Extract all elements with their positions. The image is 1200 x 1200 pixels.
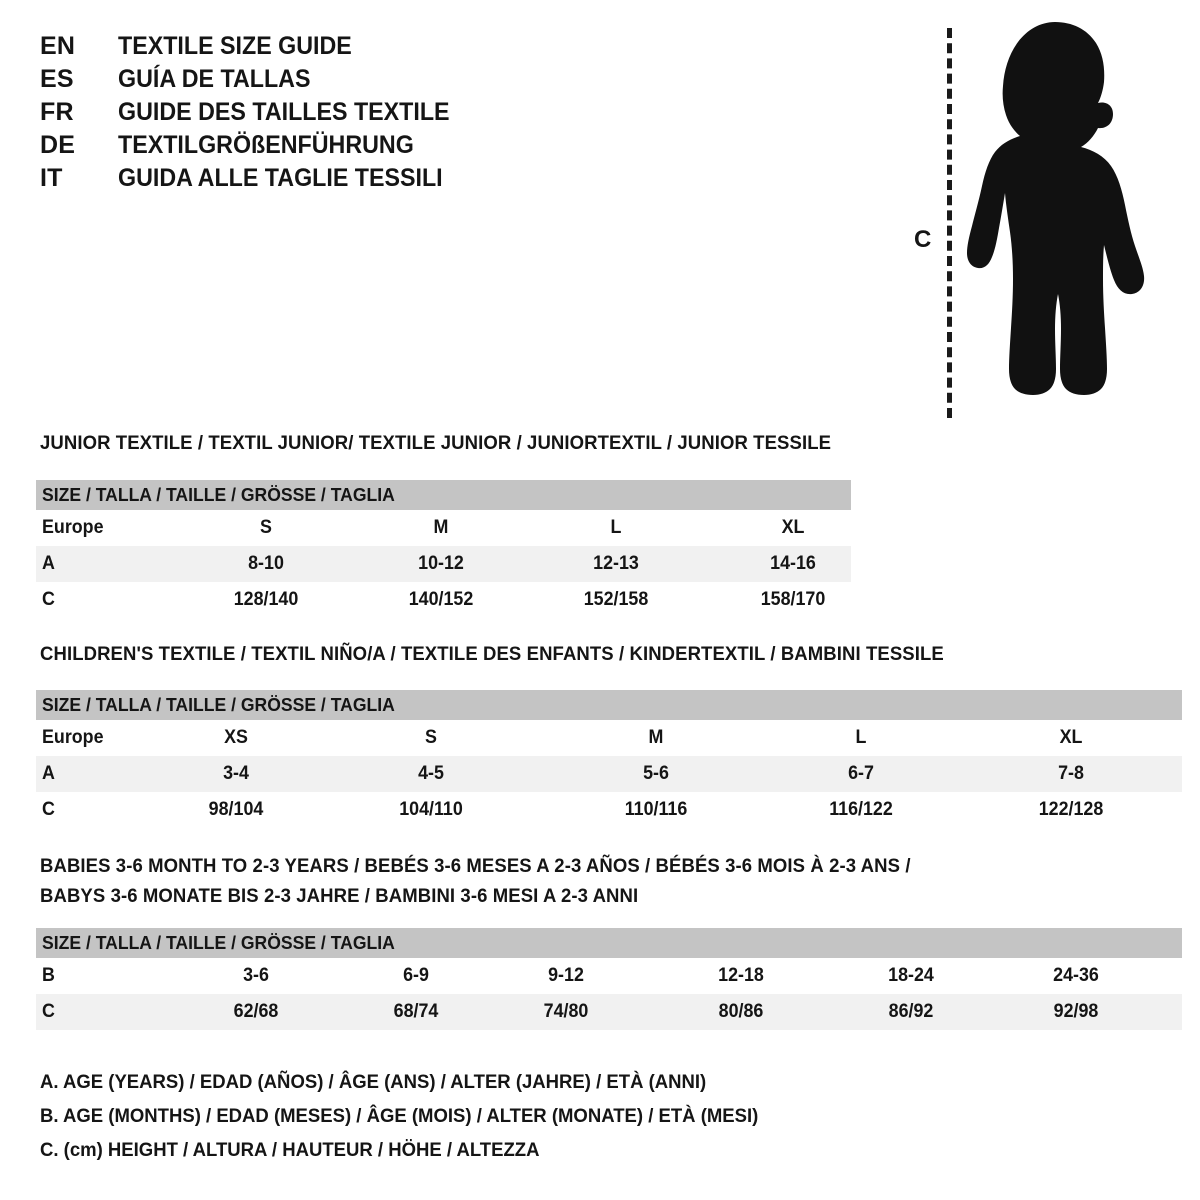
table-junior-col-2: L xyxy=(610,517,622,538)
table-junior-row-a-label: A xyxy=(42,553,55,574)
table-babies-row-c-cell-1: 68/74 xyxy=(393,1001,439,1022)
table-junior-row-c-cell-1: 140/152 xyxy=(408,589,474,610)
table-babies-row-c-cell-5: 92/98 xyxy=(1053,1001,1099,1022)
language-row-de: DE TEXTILGRÖßENFÜHRUNG xyxy=(40,129,900,162)
table-children-row-a: A 3-4 4-5 5-6 6-7 7-8 xyxy=(36,756,1182,792)
language-row-it: IT GUIDA ALLE TAGLIE TESSILI xyxy=(40,162,900,195)
language-code-en: EN xyxy=(40,32,76,60)
guide-title-fr: GUIDE DES TAILLES TEXTILE xyxy=(118,98,450,126)
section-heading-junior: JUNIOR TEXTILE / TEXTIL JUNIOR/ TEXTILE … xyxy=(40,432,832,454)
language-title-block: EN TEXTILE SIZE GUIDE ES GUÍA DE TALLAS … xyxy=(40,30,900,195)
table-junior-col-0: S xyxy=(260,517,272,538)
table-babies-row-c-label: C xyxy=(42,1001,55,1022)
table-babies-row-b-cell-2: 9-12 xyxy=(548,965,584,986)
table-children-header-row: Europe XS S M L XL xyxy=(36,720,1182,756)
table-children-row-c-cell-4: 122/128 xyxy=(1038,799,1104,820)
table-babies-band-label: SIZE / TALLA / TAILLE / GRÖSSE / TAGLIA xyxy=(42,932,395,953)
legend-line-a: A. AGE (YEARS) / EDAD (AÑOS) / ÂGE (ANS)… xyxy=(40,1071,707,1093)
table-children-row-a-cell-0: 3-4 xyxy=(223,763,249,784)
guide-title-de: TEXTILGRÖßENFÜHRUNG xyxy=(118,131,414,159)
table-junior-col-1: M xyxy=(433,517,449,538)
table-junior-col-3: XL xyxy=(781,517,805,538)
guide-title-it: GUIDA ALLE TAGLIE TESSILI xyxy=(118,164,443,192)
table-children-col-2: M xyxy=(648,727,664,748)
height-dashed-line-icon xyxy=(947,28,952,418)
table-children-row-c-cell-3: 116/122 xyxy=(829,799,893,820)
height-measure-label: C xyxy=(914,226,932,253)
table-children-col-0: XS xyxy=(224,727,248,748)
table-babies-row-c: C 62/68 68/74 74/80 80/86 86/92 92/98 xyxy=(36,994,1182,1030)
table-junior-region-label: Europe xyxy=(42,517,104,538)
language-code-it: IT xyxy=(40,164,63,192)
table-babies-row-c-cell-0: 62/68 xyxy=(233,1001,279,1022)
table-children-row-c-cell-2: 110/116 xyxy=(624,799,688,820)
guide-title-en: TEXTILE SIZE GUIDE xyxy=(118,32,352,60)
table-junior-row-a-cell-1: 10-12 xyxy=(418,553,464,574)
table-junior-row-a-cell-3: 14-16 xyxy=(770,553,816,574)
table-junior-row-c-label: C xyxy=(42,589,55,610)
table-children-row-c-label: C xyxy=(42,799,55,820)
table-junior-row-c-cell-0: 128/140 xyxy=(233,589,299,610)
table-junior-row-c-cell-2: 152/158 xyxy=(583,589,649,610)
legend-line-c: C. (cm) HEIGHT / ALTURA / HAUTEUR / HÖHE… xyxy=(40,1139,540,1161)
toddler-silhouette-icon xyxy=(967,22,1145,395)
table-junior-row-a: A 8-10 10-12 12-13 14-16 xyxy=(36,546,851,582)
table-junior-row-c: C 128/140 140/152 152/158 158/170 xyxy=(36,582,851,618)
table-babies-row-c-cell-2: 74/80 xyxy=(543,1001,589,1022)
table-babies-row-b-cell-0: 3-6 xyxy=(243,965,269,986)
table-children: SIZE / TALLA / TAILLE / GRÖSSE / TAGLIA … xyxy=(36,690,1182,828)
section-heading-babies-line2: BABYS 3-6 MONATE BIS 2-3 JAHRE / BAMBINI… xyxy=(40,885,639,907)
table-babies-band: SIZE / TALLA / TAILLE / GRÖSSE / TAGLIA xyxy=(36,928,1182,958)
table-babies-row-b-cell-3: 12-18 xyxy=(718,965,764,986)
table-junior: SIZE / TALLA / TAILLE / GRÖSSE / TAGLIA … xyxy=(36,480,851,618)
table-children-row-a-cell-2: 5-6 xyxy=(643,763,669,784)
table-junior-row-a-cell-0: 8-10 xyxy=(248,553,284,574)
table-children-region-label: Europe xyxy=(42,727,104,748)
table-babies-row-b-cell-4: 18-24 xyxy=(888,965,934,986)
table-children-row-a-cell-4: 7-8 xyxy=(1058,763,1084,784)
table-junior-band: SIZE / TALLA / TAILLE / GRÖSSE / TAGLIA xyxy=(36,480,851,510)
table-babies-row-b: B 3-6 6-9 9-12 12-18 18-24 24-36 xyxy=(36,958,1182,994)
language-row-es: ES GUÍA DE TALLAS xyxy=(40,63,900,96)
table-children-col-3: L xyxy=(855,727,867,748)
legend-line-b: B. AGE (MONTHS) / EDAD (MESES) / ÂGE (MO… xyxy=(40,1105,759,1127)
language-row-en: EN TEXTILE SIZE GUIDE xyxy=(40,30,900,63)
language-code-de: DE xyxy=(40,131,76,159)
table-children-col-4: XL xyxy=(1059,727,1083,748)
height-measurement-figure: C xyxy=(900,10,1150,420)
table-children-col-1: S xyxy=(425,727,437,748)
table-junior-row-a-cell-2: 12-13 xyxy=(593,553,639,574)
table-children-row-c: C 98/104 104/110 110/116 116/122 122/128 xyxy=(36,792,1182,828)
table-babies: SIZE / TALLA / TAILLE / GRÖSSE / TAGLIA … xyxy=(36,928,1182,1030)
legend-block: A. AGE (YEARS) / EDAD (AÑOS) / ÂGE (ANS)… xyxy=(40,1065,796,1167)
guide-title-es: GUÍA DE TALLAS xyxy=(118,65,311,93)
table-children-band: SIZE / TALLA / TAILLE / GRÖSSE / TAGLIA xyxy=(36,690,1182,720)
table-babies-row-c-cell-3: 80/86 xyxy=(718,1001,764,1022)
table-babies-row-b-label: B xyxy=(42,965,55,986)
table-children-band-label: SIZE / TALLA / TAILLE / GRÖSSE / TAGLIA xyxy=(42,694,395,715)
language-code-es: ES xyxy=(40,65,74,93)
language-code-fr: FR xyxy=(40,98,74,126)
table-babies-row-c-cell-4: 86/92 xyxy=(888,1001,934,1022)
table-babies-row-b-cell-1: 6-9 xyxy=(403,965,429,986)
table-junior-header-row: Europe S M L XL xyxy=(36,510,851,546)
table-junior-band-label: SIZE / TALLA / TAILLE / GRÖSSE / TAGLIA xyxy=(42,484,395,505)
table-children-row-a-label: A xyxy=(42,763,55,784)
table-babies-row-b-cell-5: 24-36 xyxy=(1053,965,1099,986)
section-heading-babies-line1: BABIES 3-6 MONTH TO 2-3 YEARS / BEBÉS 3-… xyxy=(40,855,911,877)
language-row-fr: FR GUIDE DES TAILLES TEXTILE xyxy=(40,96,900,129)
table-children-row-a-cell-3: 6-7 xyxy=(848,763,874,784)
table-children-row-c-cell-1: 104/110 xyxy=(399,799,463,820)
table-children-row-a-cell-1: 4-5 xyxy=(418,763,444,784)
section-heading-children: CHILDREN'S TEXTILE / TEXTIL NIÑO/A / TEX… xyxy=(40,643,944,665)
table-junior-row-c-cell-3: 158/170 xyxy=(760,589,826,610)
table-children-row-c-cell-0: 98/104 xyxy=(208,799,264,820)
